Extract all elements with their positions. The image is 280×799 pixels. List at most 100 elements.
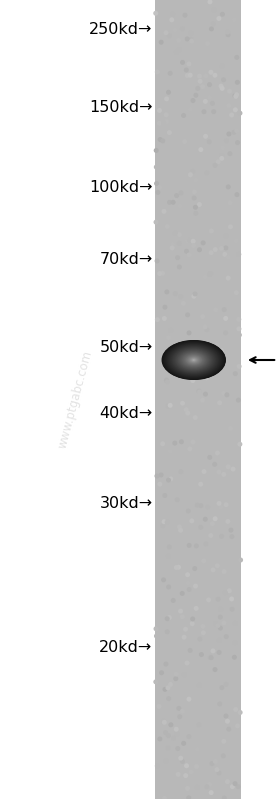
Circle shape <box>166 89 171 95</box>
Circle shape <box>228 426 233 431</box>
Circle shape <box>209 229 214 233</box>
Circle shape <box>204 785 209 789</box>
Ellipse shape <box>183 353 204 367</box>
Circle shape <box>182 672 187 678</box>
Circle shape <box>162 493 167 498</box>
Circle shape <box>212 462 217 467</box>
Circle shape <box>167 200 172 205</box>
Circle shape <box>177 524 182 530</box>
Circle shape <box>161 120 166 125</box>
Circle shape <box>184 407 189 412</box>
Ellipse shape <box>162 340 226 380</box>
Circle shape <box>196 388 201 394</box>
Circle shape <box>214 356 219 361</box>
Circle shape <box>184 68 189 73</box>
Circle shape <box>198 482 203 487</box>
Circle shape <box>155 190 160 195</box>
Ellipse shape <box>181 352 207 368</box>
Ellipse shape <box>173 348 214 373</box>
Circle shape <box>177 714 182 719</box>
Circle shape <box>233 94 238 99</box>
Circle shape <box>197 202 202 207</box>
Circle shape <box>176 38 181 43</box>
Circle shape <box>193 415 198 420</box>
Circle shape <box>221 78 226 82</box>
Circle shape <box>223 590 228 595</box>
Circle shape <box>194 606 199 611</box>
Circle shape <box>154 634 159 638</box>
Circle shape <box>235 80 240 85</box>
Circle shape <box>198 79 203 84</box>
Circle shape <box>175 497 180 503</box>
Text: 40kd→: 40kd→ <box>99 406 153 420</box>
Circle shape <box>172 440 177 446</box>
Circle shape <box>180 709 185 714</box>
Circle shape <box>221 391 226 396</box>
Ellipse shape <box>165 343 222 377</box>
Circle shape <box>197 344 202 348</box>
Circle shape <box>189 769 194 774</box>
Circle shape <box>190 169 195 174</box>
Circle shape <box>201 630 206 635</box>
Circle shape <box>210 521 215 527</box>
Ellipse shape <box>191 359 196 361</box>
Circle shape <box>197 247 202 252</box>
Circle shape <box>205 369 210 374</box>
Ellipse shape <box>186 355 202 365</box>
Ellipse shape <box>178 351 209 369</box>
Circle shape <box>159 670 164 675</box>
Circle shape <box>197 74 202 78</box>
Ellipse shape <box>185 355 202 365</box>
Circle shape <box>177 47 182 52</box>
Circle shape <box>182 396 187 401</box>
Circle shape <box>187 238 192 243</box>
Circle shape <box>155 474 159 479</box>
Circle shape <box>180 26 185 31</box>
Ellipse shape <box>171 346 217 374</box>
Ellipse shape <box>176 349 211 371</box>
Circle shape <box>234 92 239 97</box>
Circle shape <box>237 364 242 369</box>
Circle shape <box>182 634 186 640</box>
Circle shape <box>197 637 202 642</box>
Circle shape <box>167 615 172 620</box>
Ellipse shape <box>172 346 216 374</box>
Circle shape <box>220 145 225 150</box>
Circle shape <box>219 246 224 251</box>
Ellipse shape <box>189 357 199 363</box>
Ellipse shape <box>187 356 200 364</box>
Circle shape <box>217 400 222 405</box>
Ellipse shape <box>162 340 225 380</box>
Circle shape <box>168 476 173 482</box>
Circle shape <box>226 32 231 38</box>
Text: 70kd→: 70kd→ <box>99 252 153 267</box>
Circle shape <box>166 733 171 738</box>
Circle shape <box>157 737 162 741</box>
Circle shape <box>170 146 175 151</box>
Circle shape <box>183 13 188 18</box>
Circle shape <box>168 722 173 727</box>
Ellipse shape <box>175 348 212 372</box>
Circle shape <box>209 26 214 31</box>
Circle shape <box>183 626 188 632</box>
Circle shape <box>229 596 234 602</box>
Circle shape <box>181 300 186 306</box>
Circle shape <box>207 139 212 145</box>
Ellipse shape <box>189 357 198 363</box>
Circle shape <box>223 233 228 238</box>
Ellipse shape <box>180 352 208 369</box>
Circle shape <box>186 581 191 586</box>
Circle shape <box>225 779 230 784</box>
Circle shape <box>192 196 197 201</box>
Ellipse shape <box>181 352 206 368</box>
Circle shape <box>168 71 173 76</box>
Circle shape <box>223 331 228 336</box>
Circle shape <box>191 243 196 248</box>
Circle shape <box>175 732 179 737</box>
Text: 50kd→: 50kd→ <box>99 340 153 356</box>
Circle shape <box>166 478 171 483</box>
Circle shape <box>219 84 223 89</box>
Circle shape <box>171 598 176 603</box>
Circle shape <box>208 271 213 276</box>
Circle shape <box>162 316 167 321</box>
